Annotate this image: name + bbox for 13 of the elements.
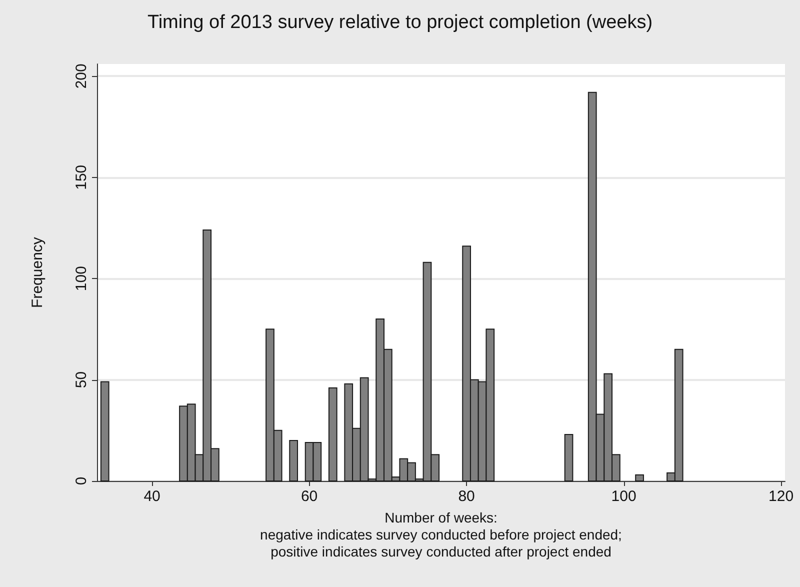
y-axis-title: Frequency	[29, 236, 46, 308]
y-tick-label: 50	[73, 371, 90, 388]
x-tick-label: 60	[300, 488, 318, 505]
chart-title: Timing of 2013 survey relative to project completion (weeks)	[147, 12, 653, 33]
y-tick-label: 100	[73, 266, 90, 292]
x-tick-label: 120	[768, 488, 794, 505]
y-tick-label: 200	[73, 64, 90, 89]
x-axis-title: Number of weeks: negative indicates survey conducted before project ended; positive indicates survey conducted after project ended	[260, 509, 622, 560]
x-tick-label: 100	[611, 488, 636, 505]
x-tick-label: 40	[144, 488, 160, 505]
x-tick-label: 80	[458, 488, 475, 505]
y-tick-label: 150	[73, 164, 90, 190]
y-tick-label: 0	[73, 476, 90, 486]
